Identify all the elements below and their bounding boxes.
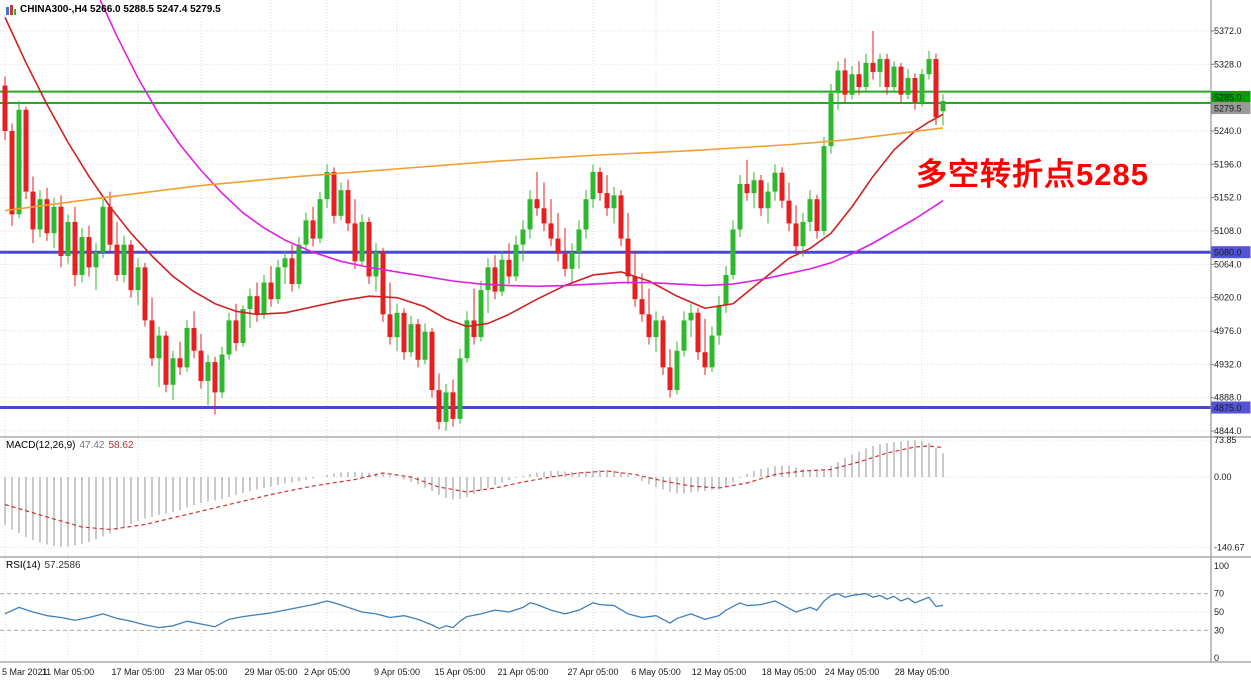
price-badges: 5285.0 5279.5 5080.0 4875.0 bbox=[1211, 90, 1251, 414]
price-tick-label: 5372.0 bbox=[1214, 26, 1242, 36]
macd-main-value: 47.42 bbox=[79, 440, 105, 451]
rsi-axis-label: 100 bbox=[1214, 561, 1229, 571]
rsi-indicator-label: RSI(14) 57.2586 bbox=[6, 560, 81, 571]
macd-axis-label: 0.00 bbox=[1214, 472, 1232, 482]
time-tick-label: 9 Apr 05:00 bbox=[374, 667, 420, 677]
time-tick-label: 27 Apr 05:00 bbox=[567, 667, 618, 677]
macd-name: MACD(12,26,9) bbox=[6, 440, 76, 451]
macd-histogram bbox=[4, 440, 944, 547]
time-tick-label: 29 Mar 05:00 bbox=[244, 667, 297, 677]
price-badge-label: 4875.0 bbox=[1214, 403, 1242, 413]
time-tick-label: 28 May 05:00 bbox=[895, 667, 950, 677]
time-tick-label: 2 Apr 05:00 bbox=[304, 667, 350, 677]
time-tick-label: 17 Mar 05:00 bbox=[111, 667, 164, 677]
ma-fast-red bbox=[4, 17, 944, 328]
time-tick-label: 12 May 05:00 bbox=[692, 667, 747, 677]
time-tick-label: 15 Apr 05:00 bbox=[434, 667, 485, 677]
symbol-ohlc-text: CHINA300-,H4 5266.0 5288.5 5247.4 5279.5 bbox=[20, 4, 221, 15]
price-tick-label: 5152.0 bbox=[1214, 193, 1242, 203]
price-tick-label: 5020.0 bbox=[1214, 293, 1242, 303]
macd-axis-label: -140.67 bbox=[1214, 542, 1245, 552]
rsi-line bbox=[4, 592, 944, 630]
macd-indicator-label: MACD(12,26,9) 47.42 58.62 bbox=[6, 440, 134, 451]
price-badge-label: 5279.5 bbox=[1214, 104, 1242, 114]
price-tick-label: 4976.0 bbox=[1214, 326, 1242, 336]
price-badge-label: 5080.0 bbox=[1214, 248, 1242, 258]
time-tick-label: 24 May 05:00 bbox=[825, 667, 880, 677]
panel-separators bbox=[0, 0, 1251, 663]
rsi-axis-label: 50 bbox=[1214, 607, 1224, 617]
rsi-name: RSI(14) bbox=[6, 560, 41, 571]
macd-signal-value: 58.62 bbox=[108, 440, 134, 451]
price-tick-label: 5108.0 bbox=[1214, 226, 1242, 236]
price-tick-label: 4932.0 bbox=[1214, 359, 1242, 369]
rsi-axis-label: 30 bbox=[1214, 625, 1224, 635]
annotation-text[interactable]: 多空转折点5285 bbox=[916, 157, 1149, 192]
price-axis[interactable]: 5372.0 5328.0 5240.0 5196.0 5152.0 5108.0 5064… bbox=[1211, 26, 1242, 436]
price-badge-label: 5285.0 bbox=[1214, 92, 1242, 102]
price-tick-label: 5064.0 bbox=[1214, 259, 1242, 269]
time-tick-label: 11 Mar 05:00 bbox=[42, 667, 94, 677]
moving-averages bbox=[4, 0, 944, 328]
price-tick-label: 4888.0 bbox=[1214, 393, 1242, 403]
price-tick-label: 5240.0 bbox=[1214, 126, 1242, 136]
horizontal-lines[interactable] bbox=[0, 90, 1211, 410]
price-tick-label: 4844.0 bbox=[1214, 426, 1242, 436]
rsi-axis-label: 70 bbox=[1214, 589, 1224, 599]
ma-long-orange bbox=[4, 127, 944, 212]
rsi-axis-label: 0 bbox=[1214, 653, 1219, 663]
time-tick-label: 5 Mar 2021 bbox=[2, 667, 48, 677]
rsi-panel: 100 70 50 30 0 bbox=[0, 561, 1229, 663]
price-tick-label: 5328.0 bbox=[1214, 59, 1242, 69]
chart-icon bbox=[6, 4, 16, 15]
candles-layer bbox=[2, 31, 946, 431]
rsi-value: 57.2586 bbox=[44, 560, 81, 571]
time-tick-label: 23 Mar 05:00 bbox=[174, 667, 227, 677]
time-tick-label: 18 May 05:00 bbox=[762, 667, 817, 677]
time-tick-label: 6 May 05:00 bbox=[631, 667, 681, 677]
ma-slow-magenta bbox=[99, 0, 944, 288]
time-tick-label: 21 Apr 05:00 bbox=[497, 667, 548, 677]
symbol-title: CHINA300-,H4 5266.0 5288.5 5247.4 5279.5 bbox=[6, 4, 221, 15]
macd-panel: 73.85 0.00 -140.67 bbox=[0, 435, 1245, 552]
macd-axis-label: 73.85 bbox=[1214, 435, 1237, 445]
price-tick-label: 5196.0 bbox=[1214, 159, 1242, 169]
